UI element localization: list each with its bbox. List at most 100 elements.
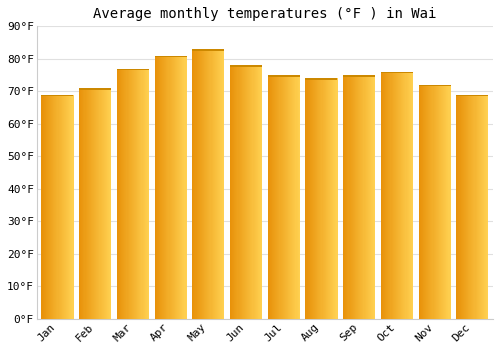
Bar <box>132 69 133 319</box>
Bar <box>91 88 92 319</box>
Bar <box>285 75 286 319</box>
Bar <box>107 88 108 319</box>
Bar <box>418 85 450 86</box>
Bar <box>318 78 320 319</box>
Bar <box>292 75 294 319</box>
Bar <box>164 56 166 319</box>
Bar <box>316 78 317 319</box>
Bar <box>424 85 425 319</box>
Bar <box>408 72 410 319</box>
Bar <box>369 75 370 319</box>
Bar <box>160 56 161 319</box>
Bar <box>373 75 374 319</box>
Bar <box>469 94 470 319</box>
Bar <box>344 75 346 319</box>
Bar <box>106 88 107 319</box>
Bar <box>418 85 420 319</box>
Bar <box>88 88 89 319</box>
Bar <box>64 94 65 319</box>
Bar <box>268 75 269 319</box>
Bar <box>192 49 224 51</box>
Bar <box>271 75 272 319</box>
Bar <box>276 75 278 319</box>
Bar <box>326 78 327 319</box>
Bar <box>177 56 178 319</box>
Bar <box>270 75 271 319</box>
Bar <box>357 75 358 319</box>
Bar <box>312 78 313 319</box>
Bar <box>439 85 440 319</box>
Bar <box>386 72 388 319</box>
Bar <box>333 78 334 319</box>
Bar <box>306 78 338 80</box>
Bar <box>98 88 100 319</box>
Bar <box>275 75 276 319</box>
Bar <box>483 94 484 319</box>
Bar <box>384 72 385 319</box>
Bar <box>244 65 245 319</box>
Bar <box>397 72 398 319</box>
Bar <box>203 49 204 319</box>
Bar <box>79 88 111 90</box>
Bar <box>374 75 375 319</box>
Bar <box>310 78 311 319</box>
Bar <box>465 94 466 319</box>
Bar <box>95 88 96 319</box>
Bar <box>411 72 412 319</box>
Bar <box>444 85 446 319</box>
Bar <box>359 75 360 319</box>
Bar <box>220 49 221 319</box>
Bar <box>332 78 334 319</box>
Bar <box>343 75 344 319</box>
Bar <box>148 69 149 319</box>
Bar <box>478 94 480 319</box>
Bar <box>438 85 439 319</box>
Bar <box>122 69 124 319</box>
Bar <box>56 94 58 319</box>
Bar <box>110 88 111 319</box>
Bar <box>406 72 408 319</box>
Bar <box>135 69 136 319</box>
Bar <box>394 72 396 319</box>
Bar <box>328 78 329 319</box>
Bar <box>230 65 231 319</box>
Bar <box>382 72 383 319</box>
Bar <box>334 78 336 319</box>
Bar <box>480 94 481 319</box>
Bar <box>205 49 206 319</box>
Bar <box>109 88 110 319</box>
Bar <box>51 94 52 319</box>
Bar <box>79 88 80 319</box>
Bar <box>430 85 432 319</box>
Bar <box>58 94 59 319</box>
Bar <box>221 49 222 319</box>
Bar <box>343 75 375 77</box>
Bar <box>308 78 310 319</box>
Bar <box>50 94 51 319</box>
Bar <box>136 69 137 319</box>
Bar <box>372 75 373 319</box>
Bar <box>202 49 203 319</box>
Bar <box>317 78 318 319</box>
Bar <box>315 78 316 319</box>
Bar <box>68 94 70 319</box>
Bar <box>294 75 296 319</box>
Bar <box>467 94 468 319</box>
Bar <box>236 65 238 319</box>
Bar <box>383 72 384 319</box>
Bar <box>472 94 474 319</box>
Bar <box>269 75 270 319</box>
Bar <box>482 94 483 319</box>
Bar <box>100 88 102 319</box>
Bar <box>396 72 397 319</box>
Bar <box>176 56 177 319</box>
Bar <box>63 94 64 319</box>
Bar <box>425 85 426 319</box>
Bar <box>158 56 159 319</box>
Bar <box>352 75 353 319</box>
Bar <box>102 88 104 319</box>
Bar <box>96 88 98 319</box>
Bar <box>381 72 413 74</box>
Bar <box>194 49 196 319</box>
Bar <box>362 75 364 319</box>
